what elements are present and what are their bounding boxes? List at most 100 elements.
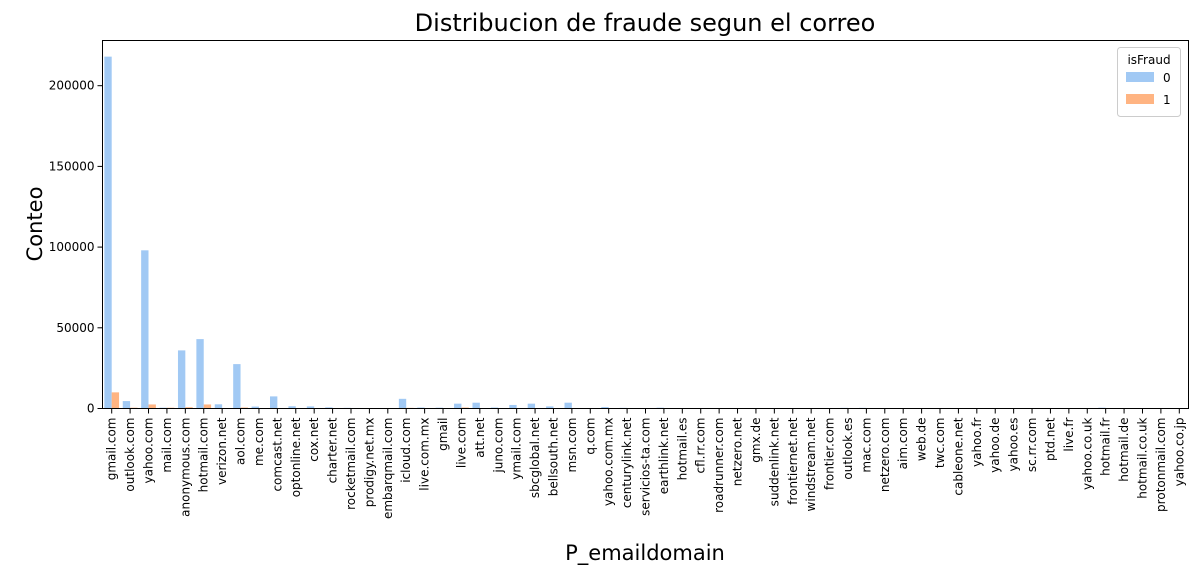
x-tick-label: hotmail.fr (1099, 417, 1113, 475)
bar-gmail.com-isfraud-1 (111, 392, 120, 409)
x-tick-label: servicios-ta.com (639, 418, 653, 516)
x-tick-label: frontiernet.net (786, 417, 800, 504)
bars-group (104, 56, 1187, 409)
bar-anonymous.com-isfraud-0 (177, 350, 186, 409)
legend-label-1: 1 (1163, 93, 1171, 107)
x-tick-label: outlook.com (123, 418, 137, 492)
bar-ymail.com-isfraud-0 (509, 404, 517, 409)
bar-sbcglobal.net-isfraud-0 (527, 403, 536, 409)
x-tick-label: outlook.es (841, 418, 855, 480)
x-tick-label: cox.net (307, 417, 321, 461)
bar-yahoo.com.mx-isfraud-0 (601, 407, 609, 409)
x-tick-label: windstream.net (804, 417, 818, 511)
bar-optonline.net-isfraud-0 (288, 406, 296, 409)
x-tick-label: aol.com (234, 418, 248, 465)
x-tick-label: q.com (583, 418, 597, 455)
x-tick-label: prodigy.net.mx (362, 418, 376, 508)
x-tick-label: aim.com (896, 418, 910, 470)
x-tick-label: yahoo.fr (970, 417, 984, 467)
bar-att.net-isfraud-0 (472, 402, 480, 409)
bar-live.com-isfraud-0 (454, 403, 462, 409)
x-tick-label: sbcglobal.net (528, 417, 542, 498)
y-tick-label: 0 (87, 402, 95, 416)
legend-swatch-0 (1126, 72, 1154, 82)
plot-frame (102, 40, 1189, 409)
bar-charter.net-isfraud-0 (325, 407, 333, 409)
x-tick-label: juno.com (491, 418, 505, 474)
legend-label-0: 0 (1163, 71, 1171, 85)
bar-icloud.com-isfraud-0 (398, 398, 407, 409)
x-tick-label: cfl.rr.com (694, 418, 708, 474)
x-tick-label: hotmail.com (197, 418, 211, 493)
x-tick-label: yahoo.de (988, 418, 1002, 473)
x-tick-label: web.de (915, 418, 929, 462)
x-tick-label: yahoo.co.uk (1080, 417, 1094, 489)
y-tick-label: 150000 (49, 159, 95, 173)
x-tick-label: suddenlink.net (767, 417, 781, 506)
bar-aol.com-isfraud-0 (233, 364, 241, 409)
x-tick-label: gmail (436, 418, 450, 451)
bar-me.com-isfraud-0 (251, 406, 259, 409)
x-tick-label: ptd.net (1043, 417, 1057, 461)
bar-verizon.net-isfraud-0 (214, 404, 223, 409)
bar-outlook.com-isfraud-0 (122, 401, 131, 409)
x-tick-label: rocketmail.com (344, 418, 358, 510)
y-tick-label: 200000 (49, 79, 95, 93)
legend-title: isFraud (1127, 53, 1170, 67)
x-tick-label: netzero.com (878, 418, 892, 493)
x-tick-label: yahoo.co.jp (1172, 418, 1186, 487)
bar-gmail.com-isfraud-0 (104, 56, 112, 409)
bar-yahoo.com-isfraud-0 (141, 250, 149, 409)
bar-yahoo.com-isfraud-1 (148, 404, 156, 409)
x-tick-label: mail.com (160, 418, 174, 473)
bar-cox.net-isfraud-0 (306, 406, 315, 409)
x-tick-label: earthlink.net (657, 417, 671, 494)
x-tick-label: centurylink.net (620, 417, 634, 508)
x-axis-label: P_emaildomain (565, 541, 725, 566)
x-tick-label: charter.net (326, 417, 340, 483)
x-tick-label: anonymous.com (178, 418, 192, 517)
x-tick-label: icloud.com (399, 418, 413, 483)
y-axis-ticks: 0 50000 100000 150000 200000 (49, 79, 103, 416)
x-tick-label: optonline.net (289, 417, 303, 497)
y-axis-label: Conteo (23, 187, 47, 262)
x-tick-label: netzero.net (731, 417, 745, 486)
x-tick-label: sc.rr.com (1025, 418, 1039, 473)
bar-hotmail.com-isfraud-1 (203, 404, 212, 409)
x-tick-label: gmail.com (105, 418, 119, 481)
legend-swatch-1 (1126, 94, 1154, 104)
x-tick-label: live.com.mx (418, 418, 432, 491)
x-tick-label: hotmail.co.uk (1135, 417, 1149, 498)
x-tick-label: yahoo.com.mx (602, 418, 616, 507)
x-tick-label: roadrunner.com (712, 418, 726, 513)
y-tick-label: 100000 (49, 240, 95, 254)
x-tick-label: frontier.com (823, 418, 837, 491)
x-tick-label: live.fr (1062, 417, 1076, 451)
x-tick-label: msn.com (565, 418, 579, 473)
chart-title: Distribucion de fraude segun el correo (415, 9, 876, 37)
x-tick-label: twc.com (933, 418, 947, 469)
bar-anonymous.com-isfraud-1 (185, 407, 193, 409)
x-tick-label: gmx.de (749, 418, 763, 463)
x-axis-ticks: gmail.com outlook.com yahoo.com mail.com ano… (105, 408, 1186, 520)
x-tick-label: hotmail.de (1117, 418, 1131, 482)
x-tick-label: live.com (454, 418, 468, 469)
x-tick-label: att.net (473, 417, 487, 458)
legend: isFraud 0 1 (1117, 47, 1181, 117)
bar-msn.com-isfraud-0 (564, 402, 572, 409)
x-tick-label: cableone.net (951, 417, 965, 495)
x-tick-label: protonmail.com (1154, 418, 1168, 512)
x-tick-label: comcast.net (270, 417, 284, 491)
y-tick-label: 50000 (56, 321, 94, 335)
x-tick-label: verizon.net (215, 417, 229, 485)
bar-bellsouth.net-isfraud-0 (546, 406, 554, 409)
x-tick-label: ymail.com (510, 418, 524, 480)
x-tick-label: embarqmail.com (381, 418, 395, 520)
x-tick-label: yahoo.es (1007, 418, 1021, 472)
x-tick-label: me.com (252, 418, 266, 467)
x-tick-label: yahoo.com (142, 418, 156, 484)
x-tick-label: mac.com (859, 418, 873, 473)
bar-hotmail.com-isfraud-0 (196, 339, 204, 409)
x-tick-label: bellsouth.net (546, 417, 560, 496)
